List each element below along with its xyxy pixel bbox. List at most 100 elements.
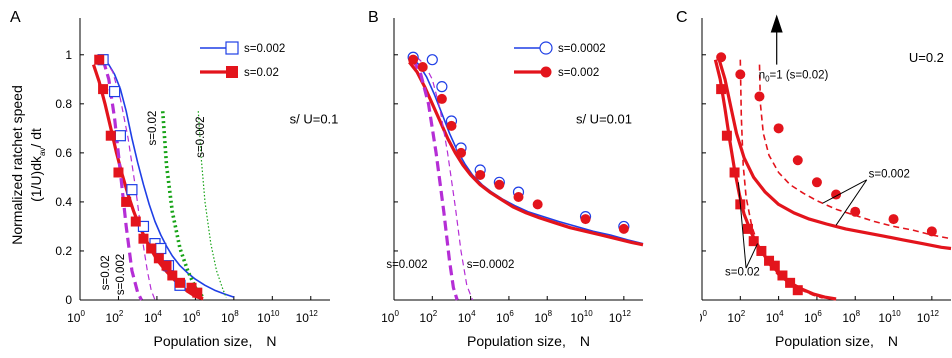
panel-c: 100 102 104 106 108 1010 1012 U=0.2 s=0.002 s=0.0…: [700, 14, 952, 325]
marker-filled-circle: [754, 91, 765, 102]
marker-filled-square: [105, 130, 116, 141]
marker-filled-square: [121, 196, 132, 207]
marker-filled-circle: [716, 52, 727, 63]
legend-marker-open-square: [225, 41, 239, 55]
marker-filled-square: [777, 270, 788, 281]
legend-marker-open-circle: [539, 41, 553, 55]
marker-filled-circle: [494, 179, 505, 190]
panel-letter-c: C: [676, 9, 688, 26]
y-tick-label: 0.8: [55, 97, 72, 111]
annotation: s/ U=0.01: [576, 111, 632, 126]
marker-open-square: [126, 184, 138, 196]
x-axis-title: Population size, N: [467, 333, 590, 349]
legend-item: s=0.02: [200, 66, 279, 79]
annotation: s=0.002: [386, 259, 427, 271]
series-line-magenta-dashed: [416, 56, 474, 301]
marker-filled-square: [113, 167, 124, 178]
annotation: s=0.02: [725, 266, 760, 278]
marker-filled-circle: [417, 62, 428, 73]
annotation: s=0.002: [869, 168, 910, 180]
marker-filled-circle: [811, 177, 822, 188]
legend-label: s=0.002: [244, 43, 285, 55]
marker-filled-square: [792, 285, 803, 296]
legend-item: s=0.0002: [514, 41, 606, 55]
x-tick-label: 100: [67, 309, 85, 325]
y-tick-label: 0.4: [55, 195, 72, 209]
marker-filled-square: [729, 167, 740, 178]
x-tick-label: 1012: [609, 309, 632, 325]
x-tick-label: 108: [842, 309, 860, 325]
y-tick-label: 0: [65, 293, 72, 307]
series-line-magenta-dashed: [411, 58, 459, 301]
x-axis-title: Population size, N: [775, 333, 898, 349]
x-tick-label: 1010: [878, 309, 901, 325]
marker-filled-circle: [735, 69, 746, 80]
x-tick-label: 106: [804, 309, 822, 325]
marker-filled-circle: [456, 147, 467, 158]
legend-label: s=0.02: [244, 67, 279, 79]
x-tick-label: 1010: [257, 309, 280, 325]
marker-filled-square: [748, 236, 759, 247]
x-tick-label: 100: [381, 309, 399, 325]
marker-open-square: [155, 242, 167, 255]
annotation: s=0.02: [100, 255, 112, 290]
y-axis-title-main: (1/U)dk: [28, 155, 44, 202]
marker-filled-circle: [532, 199, 543, 210]
legend-item: s=0.002: [200, 41, 285, 55]
y-axis-title-subscript: av: [38, 148, 47, 156]
marker-filled-square: [167, 270, 178, 281]
series-line-green-dotted: [197, 111, 227, 298]
leader-line: [835, 179, 868, 226]
marker-filled-circle: [850, 206, 861, 217]
y-axis-title-line1: Normalized ratchet speed: [9, 85, 25, 245]
marker-filled-circle: [888, 214, 899, 225]
marker-filled-square: [175, 277, 185, 288]
leader-line: [822, 179, 867, 204]
x-tick-label: 108: [221, 309, 239, 325]
marker-filled-square: [785, 277, 796, 288]
series-line-red-solid: [717, 59, 952, 251]
marker-filled-square: [756, 245, 767, 256]
x-tick-label: 102: [727, 309, 745, 325]
marker-filled-circle: [436, 93, 447, 104]
arrow-head-icon: [770, 14, 783, 33]
marker-filled-circle: [513, 192, 524, 203]
y-tick-label: 0.2: [55, 244, 72, 258]
legend-label: s=0.0002: [558, 43, 606, 55]
marker-filled-square: [769, 260, 780, 271]
marker-filled-square: [130, 216, 141, 227]
marker-filled-circle: [408, 54, 419, 65]
marker-filled-square: [161, 260, 172, 271]
x-tick-label: 1012: [296, 309, 319, 325]
marker-open-circle: [436, 81, 448, 93]
x-tick-label: 104: [144, 309, 162, 325]
marker-open-square: [114, 130, 126, 142]
marker-filled-circle: [580, 214, 591, 225]
marker-filled-square: [716, 84, 727, 95]
x-tick-label: 106: [182, 309, 200, 325]
arrow-label: n0=1 (s=0.02): [759, 70, 829, 84]
y-axis-title-tail: / dt: [28, 128, 44, 148]
y-axis-title-line2: (1/U)dkav/ dt: [28, 128, 47, 202]
x-axis-title: Population size, N: [154, 333, 277, 349]
legend-label: s=0.002: [558, 67, 599, 79]
marker-filled-circle: [618, 223, 629, 234]
marker-filled-square: [764, 255, 775, 266]
y-tick-label: 0.6: [55, 146, 72, 160]
leader-line: [745, 243, 758, 269]
legend-marker-filled-circle: [540, 66, 552, 78]
annotation: s=0.02: [147, 111, 159, 146]
legend-item: s=0.002: [514, 66, 599, 79]
marker-filled-square: [192, 287, 203, 298]
panel-letter-a: A: [10, 9, 21, 26]
annotation: U=0.2: [909, 50, 944, 65]
x-tick-label: 102: [106, 309, 124, 325]
annotation: s=0.002: [115, 254, 127, 295]
x-tick-label: 106: [496, 309, 514, 325]
marker-filled-square: [721, 130, 732, 141]
x-tick-label: 1010: [570, 309, 593, 325]
panels-group: 0 0.2 0.4 0.6 0.8 1 100 102 104 106 108 1010 1012 s=0…: [10, 9, 952, 349]
marker-filled-circle: [475, 169, 486, 180]
marker-filled-square: [138, 233, 149, 244]
